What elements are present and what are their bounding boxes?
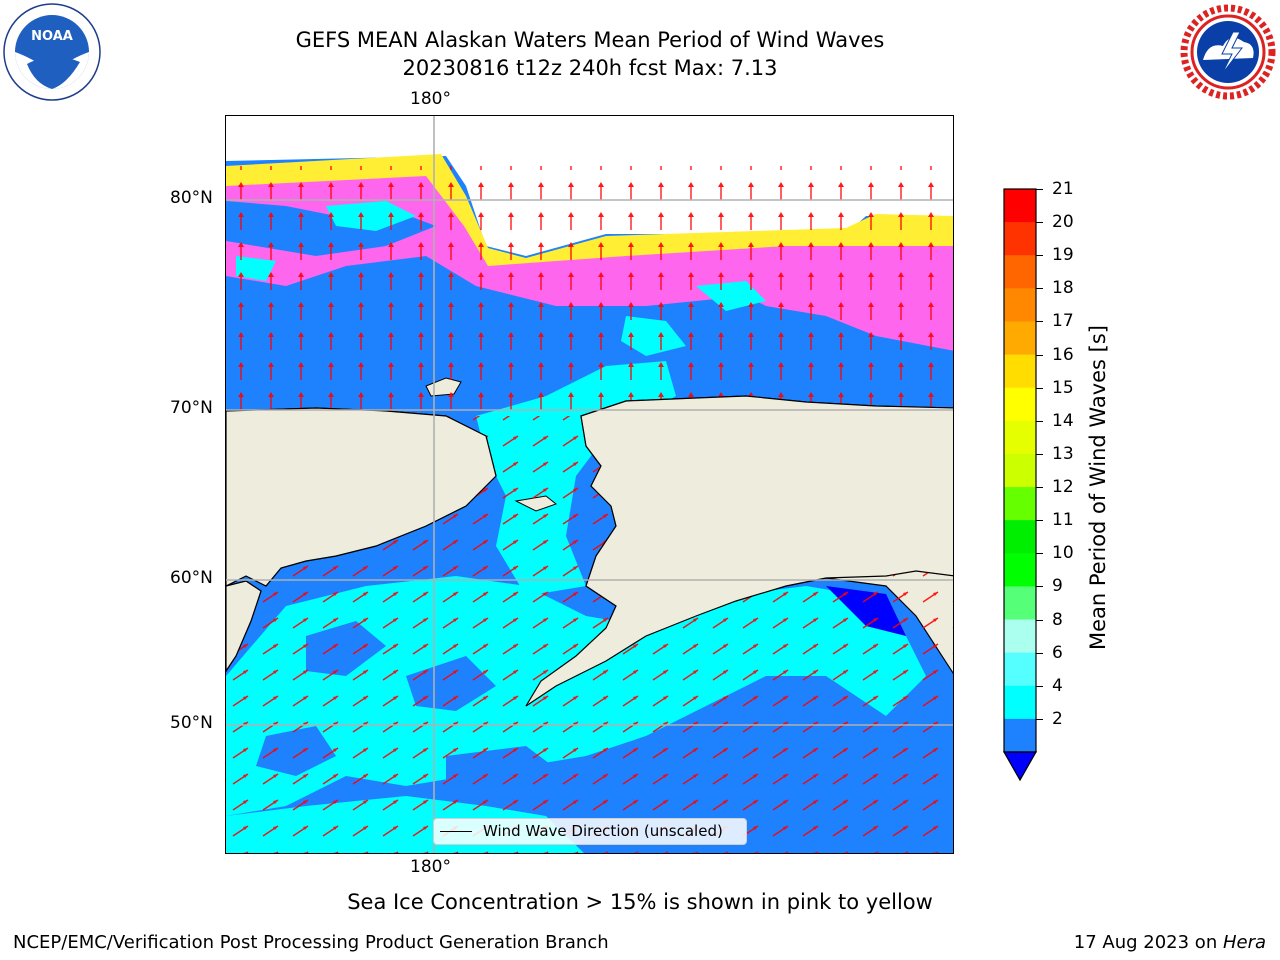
lon-label-top: 180° xyxy=(410,89,451,109)
colorbar-extend-triangle xyxy=(1002,751,1038,782)
colorbar-block xyxy=(1004,586,1036,621)
noaa-logo-text: NOAA xyxy=(31,29,73,44)
colorbar-block xyxy=(1004,387,1036,422)
colorbar-tick-label: 17 xyxy=(1052,311,1074,332)
colorbar-tick-mark xyxy=(1036,718,1043,720)
lon-label-bottom: 180° xyxy=(410,857,451,877)
colorbar-block xyxy=(1004,553,1036,587)
colorbar-tick-mark xyxy=(1036,255,1043,257)
colorbar-tick-mark xyxy=(1036,420,1043,422)
colorbar-tick-label: 10 xyxy=(1052,543,1074,564)
colorbar-tick-mark xyxy=(1036,685,1043,687)
colorbar-tick-label: 8 xyxy=(1052,609,1063,630)
colorbar-label: Mean Period of Wind Waves [s] xyxy=(1086,325,1110,650)
colorbar-tick-mark xyxy=(1036,586,1043,588)
colorbar-tick-label: 19 xyxy=(1052,245,1074,266)
colorbar-block xyxy=(1004,255,1036,289)
colorbar-block xyxy=(1004,420,1036,455)
map-canvas xyxy=(226,116,953,853)
noaa-logo: NOAA xyxy=(3,3,101,101)
colorbar-blocks xyxy=(1004,189,1036,753)
lat-label-60: 60°N xyxy=(170,568,213,588)
colorbar-block xyxy=(1004,619,1036,654)
colorbar-tick-label: 9 xyxy=(1052,576,1063,597)
colorbar-block xyxy=(1004,321,1036,356)
map-legend: Wind Wave Direction (unscaled) xyxy=(433,818,747,845)
colorbar-tick-mark xyxy=(1036,619,1043,621)
lat-label-70: 70°N xyxy=(170,398,213,418)
colorbar-block xyxy=(1004,222,1036,256)
nws-logo xyxy=(1180,4,1276,100)
chart-title: GEFS MEAN Alaskan Waters Mean Period of … xyxy=(295,28,885,52)
colorbar-tick-mark xyxy=(1036,288,1043,290)
colorbar-tick-label: 18 xyxy=(1052,278,1074,299)
legend-label: Wind Wave Direction (unscaled) xyxy=(483,822,723,840)
colorbar-block xyxy=(1004,487,1036,521)
footer-date: 17 Aug 2023 on Hera xyxy=(1073,932,1266,953)
colorbar-block xyxy=(1004,453,1036,488)
colorbar-block xyxy=(1004,354,1036,389)
colorbar-tick-mark xyxy=(1036,553,1043,555)
colorbar-tick-mark xyxy=(1036,321,1043,323)
colorbar-tick-label: 20 xyxy=(1052,212,1074,233)
chart-subtitle: 20230816 t12z 240h fcst Max: 7.13 xyxy=(402,56,778,80)
colorbar-tick-mark xyxy=(1036,387,1043,389)
lat-label-80: 80°N xyxy=(170,188,213,208)
colorbar-tick-label: 13 xyxy=(1052,443,1074,464)
colorbar-tick-mark xyxy=(1036,189,1043,190)
colorbar-block xyxy=(1004,520,1036,554)
footer-machine: Hera xyxy=(1222,932,1266,953)
lat-label-50: 50°N xyxy=(170,713,213,733)
colorbar-tick-label: 6 xyxy=(1052,642,1063,663)
colorbar-block xyxy=(1004,652,1036,687)
colorbar-tick-label: 2 xyxy=(1052,708,1063,729)
colorbar-block xyxy=(1004,718,1036,753)
colorbar-tick-label: 11 xyxy=(1052,510,1074,531)
footer-org: NCEP/EMC/Verification Post Processing Pr… xyxy=(13,932,609,953)
colorbar xyxy=(1002,188,1038,782)
colorbar-tick-mark xyxy=(1036,354,1043,356)
colorbar-tick-mark xyxy=(1036,520,1043,522)
colorbar-tick-label: 14 xyxy=(1052,410,1074,431)
colorbar-tick-label: 4 xyxy=(1052,675,1063,696)
colorbar-tick-mark xyxy=(1036,222,1043,224)
colorbar-tick-mark xyxy=(1036,487,1043,489)
colorbar-tick-label: 15 xyxy=(1052,377,1074,398)
map-panel xyxy=(225,115,954,854)
colorbar-tick-label: 16 xyxy=(1052,344,1074,365)
colorbar-tick-mark xyxy=(1036,652,1043,654)
ice-note: Sea Ice Concentration > 15% is shown in … xyxy=(347,890,933,914)
colorbar-block xyxy=(1004,685,1036,720)
colorbar-tick-label: 21 xyxy=(1052,179,1074,199)
colorbar-tick-label: 12 xyxy=(1052,477,1074,498)
legend-line-icon xyxy=(440,831,472,832)
colorbar-block xyxy=(1004,189,1036,223)
colorbar-tick-mark xyxy=(1036,453,1043,455)
colorbar-block xyxy=(1004,288,1036,322)
graticule xyxy=(226,116,953,853)
